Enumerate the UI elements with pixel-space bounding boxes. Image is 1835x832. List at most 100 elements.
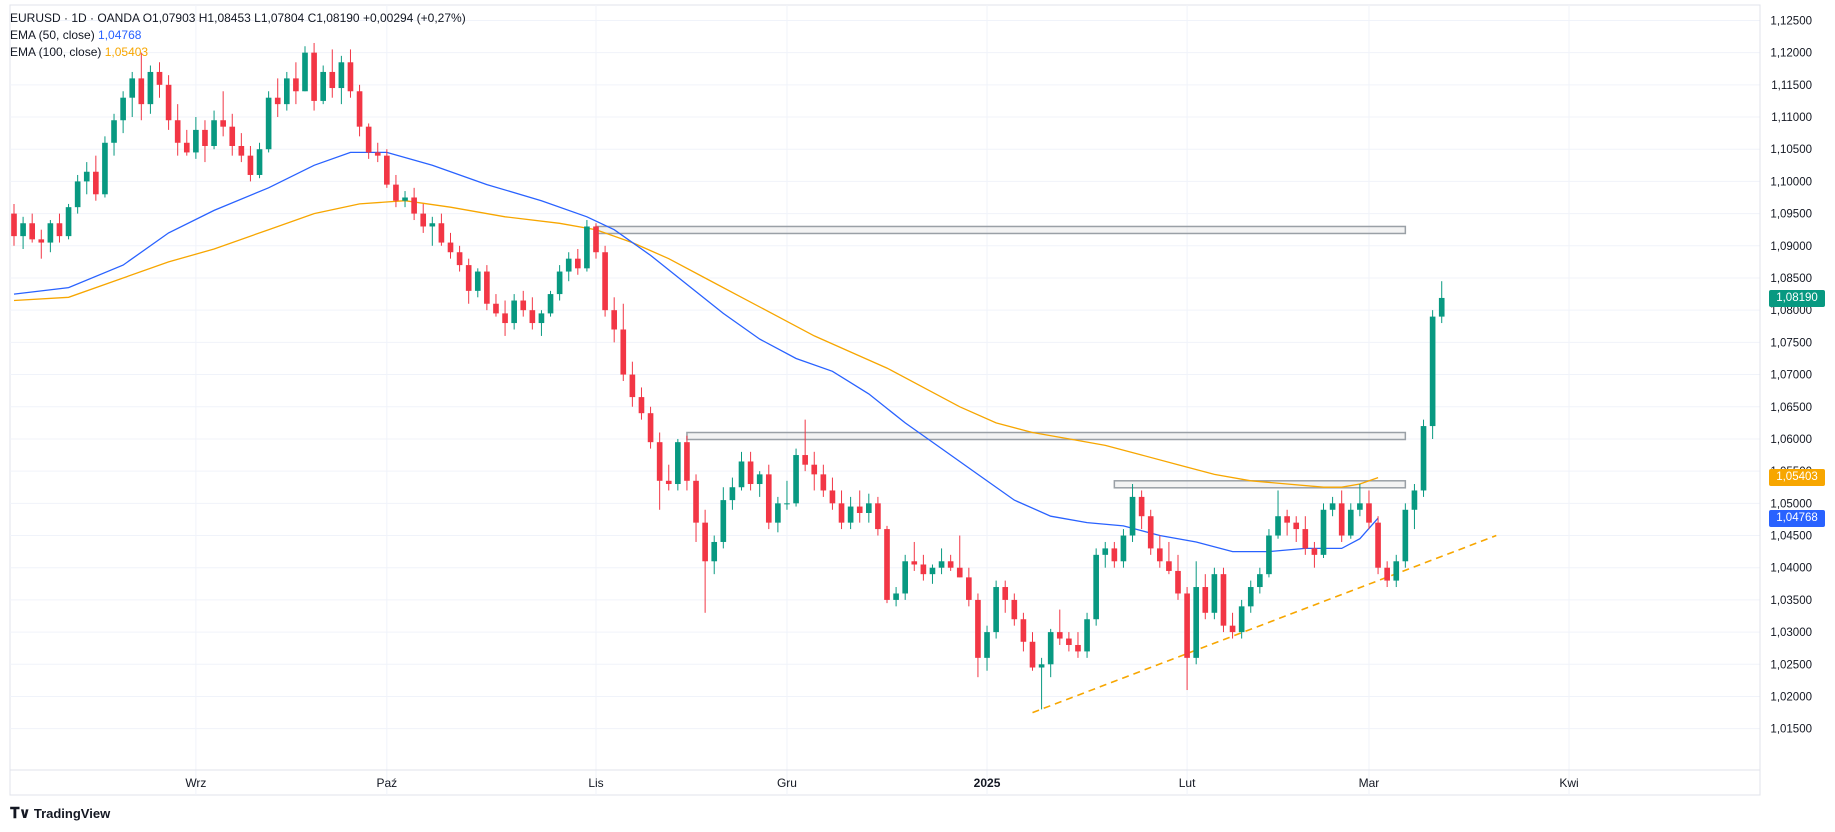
candle-up <box>720 500 727 542</box>
candle-up <box>129 78 136 98</box>
candle-down <box>1056 632 1063 639</box>
candle-up <box>929 567 936 575</box>
candle-down <box>1366 503 1372 523</box>
candle-down <box>329 71 336 89</box>
candle-down <box>1138 496 1145 517</box>
candle-down <box>1075 644 1081 652</box>
resistance-zone-low <box>1113 480 1407 489</box>
y-tick-label: 1,12500 <box>1770 15 1812 27</box>
candle-down <box>1229 625 1236 633</box>
candle-up <box>1320 509 1327 555</box>
candle-down <box>975 599 981 658</box>
candle-down <box>702 522 708 562</box>
ema100-line <box>13 200 1379 488</box>
high-value: H1,08453 <box>198 11 251 25</box>
candle-down <box>38 239 45 243</box>
x-tick-label: Wrz <box>185 776 206 790</box>
candle-up <box>1238 606 1245 633</box>
candle-down <box>365 126 372 153</box>
candle-up <box>429 223 436 227</box>
y-tick-label: 1,04500 <box>1770 531 1812 543</box>
candle-down <box>1020 619 1027 642</box>
change-value: +0,00294 (+0,27%) <box>362 11 466 25</box>
candle-up <box>1257 574 1263 588</box>
candle-down <box>456 252 463 266</box>
candle-up <box>1266 535 1272 575</box>
candle-down <box>520 300 527 311</box>
candle-down <box>693 480 699 523</box>
candle-down <box>29 223 36 240</box>
candle-down <box>165 84 172 121</box>
candle-down <box>274 97 281 105</box>
candle-down <box>1375 522 1381 568</box>
x-tick-label: 2025 <box>974 776 1001 790</box>
candle-up <box>1393 561 1400 581</box>
candle-down <box>1029 641 1036 668</box>
candle-down <box>629 374 636 398</box>
y-tick-label: 1,01500 <box>1770 724 1812 736</box>
candle-down <box>574 258 581 269</box>
x-tick-label: Lut <box>1179 776 1196 790</box>
candle-down <box>875 503 881 530</box>
candle-down <box>1302 529 1309 549</box>
candle-up <box>320 71 327 101</box>
candle-down <box>484 271 490 304</box>
brand-name: TradingView <box>33 805 111 821</box>
candle-up <box>1357 503 1363 510</box>
tradingview-brand[interactable]: 𝐓∨ TradingView <box>10 804 110 822</box>
candle-down <box>838 503 845 523</box>
ema100-row[interactable]: EMA (100, close) 1,05403 <box>10 44 466 61</box>
candle-up <box>793 455 799 504</box>
symbol-row[interactable]: EURUSD · 1D · OANDA O1,07903 H1,08453 L1… <box>10 10 466 27</box>
candle-up <box>402 197 408 201</box>
candle-down <box>811 464 818 475</box>
candle-down <box>493 303 499 314</box>
candle-down <box>593 226 599 253</box>
resistance-zone-high <box>595 225 1407 235</box>
candle-up <box>1093 554 1099 620</box>
candle-up <box>1347 509 1354 536</box>
candle-up <box>511 300 517 324</box>
candle-up <box>711 541 718 562</box>
candle-down <box>1175 570 1181 594</box>
candle-up <box>1420 426 1427 491</box>
candle-up <box>756 474 763 485</box>
candle-down <box>1184 593 1190 658</box>
candle-down <box>56 223 63 237</box>
candle-down <box>156 71 163 85</box>
ema50-price-tag: 1,04768 <box>1769 510 1825 528</box>
candle-up <box>474 271 481 291</box>
candle-up <box>20 223 26 237</box>
candle-up <box>1211 574 1218 613</box>
y-tick-label: 1,03000 <box>1770 627 1812 639</box>
last-price-tag: 1,08190 <box>1769 289 1825 307</box>
ema100-price-tag: 1,05403 <box>1769 469 1825 487</box>
y-tick-label: 1,07000 <box>1770 370 1812 382</box>
low-value: L1,07804 <box>254 11 305 25</box>
candle-up <box>1129 496 1136 536</box>
candle-down <box>465 265 472 291</box>
candle-down <box>93 171 99 195</box>
candle-down <box>656 442 663 481</box>
y-tick-label: 1,04000 <box>1770 563 1812 575</box>
candle-down <box>802 455 808 465</box>
candle-up <box>302 52 308 92</box>
candle-down <box>1220 574 1227 626</box>
x-tick-label: Mar <box>1359 776 1380 790</box>
y-tick-label: 1,02500 <box>1770 659 1812 671</box>
candle-down <box>11 213 17 237</box>
candle-down <box>347 62 354 92</box>
candle-up <box>120 97 126 121</box>
candle-down <box>1202 587 1209 613</box>
candle-down <box>138 78 145 105</box>
ema50-row[interactable]: EMA (50, close) 1,04768 <box>10 27 466 44</box>
y-tick-label: 1,03500 <box>1770 595 1812 607</box>
ema50-value: 1,04768 <box>98 28 142 42</box>
candle-down <box>820 474 827 491</box>
y-tick-label: 1,09000 <box>1770 241 1812 253</box>
y-tick-label: 1,12000 <box>1770 48 1812 60</box>
candle-down <box>1147 516 1154 549</box>
candle-down <box>602 252 608 311</box>
candle-up <box>1275 516 1281 536</box>
